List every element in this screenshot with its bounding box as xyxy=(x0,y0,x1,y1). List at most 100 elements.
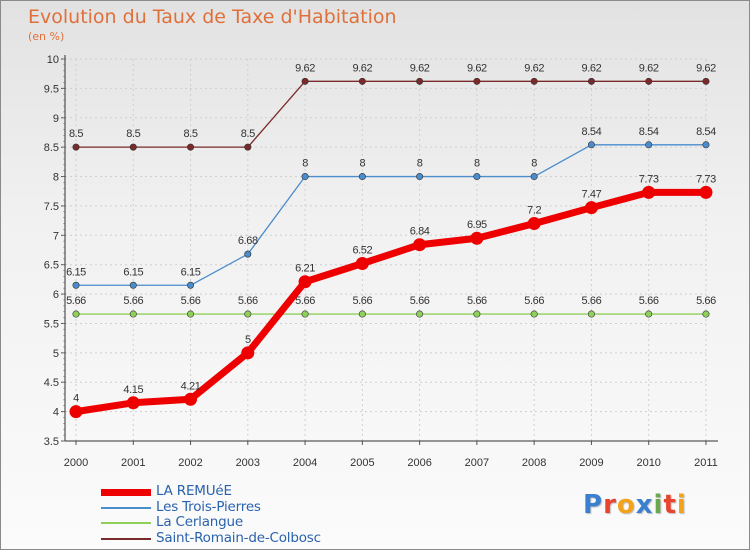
data-point xyxy=(584,201,598,215)
data-point xyxy=(187,143,195,151)
data-point xyxy=(244,310,252,318)
data-label: 5.66 xyxy=(66,295,86,307)
legend-swatch xyxy=(101,506,151,509)
data-point xyxy=(301,173,309,181)
data-point xyxy=(129,143,137,151)
x-tick-label: 2003 xyxy=(236,457,260,469)
data-label: 5 xyxy=(245,334,251,346)
data-point xyxy=(184,392,198,406)
data-label: 9.62 xyxy=(467,62,487,74)
y-tick-label: 7 xyxy=(53,230,59,242)
y-tick-label: 9.5 xyxy=(44,83,59,95)
data-point xyxy=(527,217,541,231)
legend-label: La Cerlangue xyxy=(156,514,243,530)
data-point xyxy=(358,173,366,181)
data-point xyxy=(416,310,424,318)
x-tick-label: 2002 xyxy=(178,457,202,469)
y-tick-label: 5 xyxy=(53,348,59,360)
data-label: 7.2 xyxy=(527,205,541,217)
proxiti-logo: Proxiti xyxy=(583,490,687,520)
data-label: 8.5 xyxy=(126,128,140,140)
data-label: 8 xyxy=(474,158,480,170)
data-label: 8 xyxy=(531,158,537,170)
data-label: 7.47 xyxy=(582,189,602,201)
data-label: 4.21 xyxy=(181,380,201,392)
data-point xyxy=(187,281,195,289)
data-point xyxy=(355,257,369,271)
data-label: 7.73 xyxy=(639,173,659,185)
data-label: 4 xyxy=(73,393,79,405)
data-label: 6.15 xyxy=(66,266,86,278)
data-point xyxy=(244,143,252,151)
data-label: 9.62 xyxy=(696,62,716,74)
data-label: 4.15 xyxy=(123,384,143,396)
logo-letter: i xyxy=(653,490,664,520)
data-point xyxy=(473,310,481,318)
data-point xyxy=(645,141,653,149)
data-label: 8.54 xyxy=(639,126,659,138)
data-label: 5.66 xyxy=(696,295,716,307)
x-tick-label: 2004 xyxy=(293,457,317,469)
data-point xyxy=(413,238,427,252)
data-point xyxy=(126,396,140,410)
data-point xyxy=(587,310,595,318)
data-label: 9.62 xyxy=(639,62,659,74)
y-tick-label: 6 xyxy=(53,289,59,301)
legend-label: LA REMUéE xyxy=(156,483,232,499)
y-tick-label: 9 xyxy=(53,113,59,125)
data-point xyxy=(642,185,656,199)
data-label: 7.73 xyxy=(696,173,716,185)
data-label: 8.54 xyxy=(696,126,716,138)
data-point xyxy=(129,281,137,289)
data-label: 5.66 xyxy=(123,295,143,307)
data-label: 5.66 xyxy=(524,295,544,307)
data-label: 9.62 xyxy=(352,62,372,74)
data-label: 8 xyxy=(302,158,308,170)
data-point xyxy=(473,173,481,181)
data-label: 8.5 xyxy=(69,128,83,140)
x-tick-label: 2005 xyxy=(350,457,374,469)
data-label: 5.66 xyxy=(352,295,372,307)
y-tick-label: 10 xyxy=(47,54,59,66)
x-tick-label: 2007 xyxy=(465,457,489,469)
data-point xyxy=(699,185,713,199)
y-tick-label: 3.5 xyxy=(44,436,59,448)
legend-label: Les Trois-Pierres xyxy=(156,498,261,515)
data-point xyxy=(530,77,538,85)
data-label: 6.15 xyxy=(181,266,201,278)
data-point xyxy=(645,310,653,318)
data-label: 9.62 xyxy=(582,62,602,74)
data-point xyxy=(301,310,309,318)
logo-letter: o xyxy=(616,490,636,520)
logo-letter: P xyxy=(583,490,604,520)
data-point xyxy=(587,141,595,149)
x-tick-label: 2000 xyxy=(64,457,88,469)
data-point xyxy=(416,77,424,85)
data-point xyxy=(301,77,309,85)
series-line xyxy=(76,80,706,148)
data-label: 5.66 xyxy=(467,295,487,307)
data-point xyxy=(530,310,538,318)
logo-letter: x xyxy=(635,490,654,520)
data-label: 6.84 xyxy=(410,226,430,238)
x-tick-label: 2001 xyxy=(121,457,145,469)
data-label: 9.62 xyxy=(410,62,430,74)
data-label: 6.68 xyxy=(238,235,258,247)
chart-title: Evolution du Taux de Taxe d'Habitation xyxy=(28,6,397,28)
y-tick-label: 7.5 xyxy=(44,201,59,213)
data-point xyxy=(530,173,538,181)
logo-letter: t xyxy=(663,490,677,520)
legend-swatch xyxy=(101,522,151,524)
data-label: 8.54 xyxy=(582,126,602,138)
data-point xyxy=(645,77,653,85)
data-label: 5.66 xyxy=(410,295,430,307)
y-tick-label: 8 xyxy=(53,172,59,184)
y-tick-label: 4 xyxy=(53,407,59,419)
data-point xyxy=(69,405,83,419)
data-label: 6.21 xyxy=(295,263,315,275)
data-label: 5.66 xyxy=(582,295,602,307)
data-label: 5.66 xyxy=(181,295,201,307)
data-label: 8 xyxy=(359,158,365,170)
